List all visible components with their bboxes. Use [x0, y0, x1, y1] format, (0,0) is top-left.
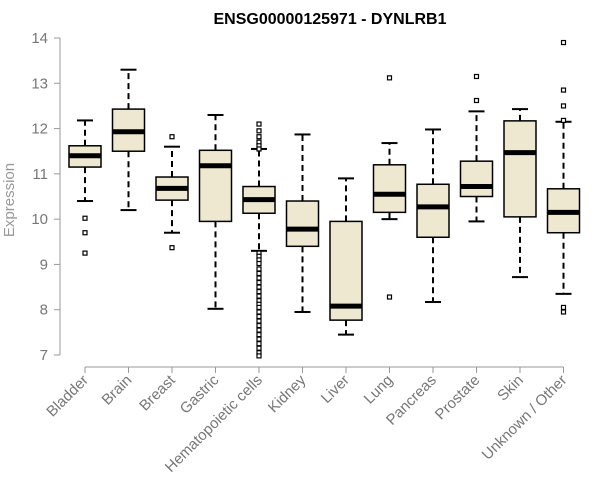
y-axis-label: Expression: [1, 163, 18, 237]
outlier-point: [256, 289, 262, 295]
y-tick-label: 13: [31, 75, 48, 92]
box-skin: [503, 108, 537, 279]
outlier-point: [256, 353, 262, 359]
box-pancreas: [416, 128, 450, 304]
x-tick-label: Breast: [136, 371, 179, 414]
iqr-box: [285, 200, 320, 248]
x-tick-label: Prostate: [432, 372, 484, 424]
outlier-point: [82, 230, 88, 236]
outlier-point: [256, 270, 262, 277]
outlier-point: [82, 215, 88, 221]
x-tick-label: Lung: [361, 372, 397, 408]
iqr-box: [198, 149, 233, 223]
y-tick-label: 7: [40, 347, 48, 364]
outlier-point: [256, 327, 262, 333]
outlier-point: [560, 309, 567, 315]
outlier-point: [386, 75, 393, 81]
iqr-box: [372, 164, 407, 214]
y-tick-label: 10: [31, 211, 48, 228]
outlier-point: [256, 322, 262, 329]
y-tick-label: 12: [31, 121, 48, 138]
outlier-point: [256, 266, 262, 272]
outlier-point: [560, 103, 567, 109]
box-hematopoietic-cells: [242, 121, 276, 359]
box-unknown-other: [546, 39, 581, 315]
outlier-point: [256, 260, 262, 267]
boxes-group: [68, 39, 581, 359]
outlier-point: [256, 309, 262, 315]
iqr-box: [416, 183, 450, 239]
box-brain: [111, 68, 146, 212]
outlier-point: [560, 87, 567, 93]
outlier-point: [256, 318, 262, 324]
outlier-point: [560, 117, 567, 124]
outlier-point: [169, 245, 175, 251]
outlier-point: [256, 284, 262, 290]
x-tick-label: Bladder: [43, 372, 92, 421]
x-tick-label: Kidney: [265, 371, 310, 416]
box-kidney: [285, 133, 320, 313]
y-tick-label: 11: [32, 166, 48, 183]
box-prostate: [459, 73, 494, 223]
outlier-point: [169, 134, 175, 140]
outlier-point: [256, 341, 262, 347]
outlier-point: [256, 128, 262, 134]
outlier-point: [473, 73, 480, 80]
outlier-point: [82, 250, 88, 256]
outlier-point: [256, 313, 262, 320]
x-tick-label: Liver: [318, 372, 353, 407]
box-liver: [329, 177, 363, 336]
y-tick-label: 14: [31, 30, 48, 47]
x-tick-label: Skin: [494, 372, 527, 405]
outlier-point: [560, 304, 567, 311]
outlier-point: [256, 345, 262, 351]
outlier-point: [256, 304, 262, 311]
outlier-point: [256, 293, 262, 299]
outlier-point: [256, 146, 262, 152]
outlier-point: [256, 275, 262, 281]
outlier-point: [473, 97, 480, 104]
box-lung: [372, 75, 407, 300]
box-gastric: [198, 113, 233, 310]
box-bladder: [68, 119, 102, 256]
x-tick-label: Brain: [99, 372, 136, 409]
outlier-point: [386, 294, 393, 300]
outlier-point: [256, 134, 262, 140]
outlier-point: [256, 332, 262, 338]
outlier-point: [560, 39, 567, 46]
y-tick-label: 8: [40, 302, 48, 319]
iqr-box: [503, 120, 537, 218]
chart-title: ENSG00000125971 - DYNLRB1: [213, 11, 446, 28]
y-tick-label: 9: [40, 256, 48, 273]
outlier-point: [256, 336, 262, 342]
outlier-point: [256, 279, 262, 286]
y-axis: 7 8 9 10 11 12 13 14: [31, 30, 61, 364]
outlier-point: [256, 121, 262, 127]
box-breast: [155, 134, 189, 251]
iqr-box: [459, 160, 494, 198]
